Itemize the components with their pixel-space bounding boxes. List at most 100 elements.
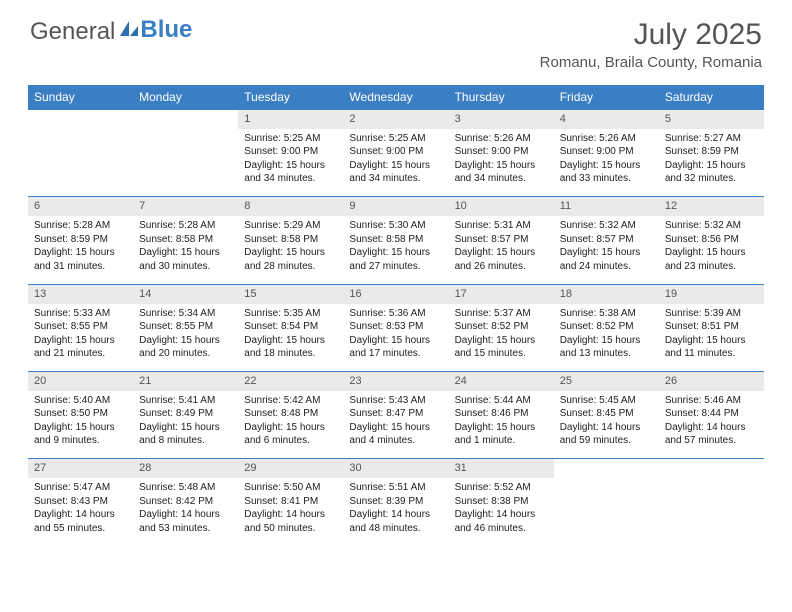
sunrise-text: Sunrise: 5:48 AM [139,481,232,495]
daylight-text: Daylight: 15 hours and 17 minutes. [349,334,442,361]
day-data-cell: Sunrise: 5:43 AMSunset: 8:47 PMDaylight:… [343,391,448,459]
day-number-cell [28,110,133,129]
weekday-header: Monday [133,85,238,110]
daylight-text: Daylight: 14 hours and 46 minutes. [455,508,548,535]
daylight-text: Daylight: 14 hours and 48 minutes. [349,508,442,535]
day-number-cell: 15 [238,284,343,303]
daylight-text: Daylight: 15 hours and 6 minutes. [244,421,337,448]
day-data-cell: Sunrise: 5:46 AMSunset: 8:44 PMDaylight:… [659,391,764,459]
day-number-cell: 14 [133,284,238,303]
sunrise-text: Sunrise: 5:35 AM [244,307,337,321]
sunset-text: Sunset: 8:45 PM [560,407,653,421]
sunrise-text: Sunrise: 5:31 AM [455,219,548,233]
daylight-text: Daylight: 15 hours and 18 minutes. [244,334,337,361]
daylight-text: Daylight: 15 hours and 26 minutes. [455,246,548,273]
daylight-text: Daylight: 15 hours and 21 minutes. [34,334,127,361]
day-number-cell: 30 [343,459,448,478]
logo-text-blue: Blue [140,16,192,44]
sunset-text: Sunset: 8:58 PM [349,233,442,247]
sunset-text: Sunset: 8:42 PM [139,495,232,509]
sunrise-text: Sunrise: 5:30 AM [349,219,442,233]
day-data-cell: Sunrise: 5:31 AMSunset: 8:57 PMDaylight:… [449,216,554,284]
sunrise-text: Sunrise: 5:32 AM [560,219,653,233]
daylight-text: Daylight: 15 hours and 11 minutes. [665,334,758,361]
day-number-cell: 22 [238,372,343,391]
day-data-cell [659,478,764,546]
sunset-text: Sunset: 8:54 PM [244,320,337,334]
day-data-cell: Sunrise: 5:30 AMSunset: 8:58 PMDaylight:… [343,216,448,284]
daylight-text: Daylight: 15 hours and 24 minutes. [560,246,653,273]
sunset-text: Sunset: 8:55 PM [139,320,232,334]
sunrise-text: Sunrise: 5:36 AM [349,307,442,321]
day-number-row: 13141516171819 [28,284,764,303]
day-data-cell: Sunrise: 5:32 AMSunset: 8:57 PMDaylight:… [554,216,659,284]
sunset-text: Sunset: 9:00 PM [244,145,337,159]
sunrise-text: Sunrise: 5:26 AM [560,132,653,146]
sunrise-text: Sunrise: 5:28 AM [139,219,232,233]
day-data-cell: Sunrise: 5:40 AMSunset: 8:50 PMDaylight:… [28,391,133,459]
day-data-cell: Sunrise: 5:29 AMSunset: 8:58 PMDaylight:… [238,216,343,284]
day-number-cell: 29 [238,459,343,478]
sunset-text: Sunset: 9:00 PM [455,145,548,159]
month-title: July 2025 [540,18,762,52]
location: Romanu, Braila County, Romania [540,54,762,71]
day-number-cell: 7 [133,197,238,216]
daylight-text: Daylight: 15 hours and 15 minutes. [455,334,548,361]
day-data-cell: Sunrise: 5:52 AMSunset: 8:38 PMDaylight:… [449,478,554,546]
header: General Blue July 2025 Romanu, Braila Co… [0,0,792,79]
sunset-text: Sunset: 8:52 PM [560,320,653,334]
sunset-text: Sunset: 8:43 PM [34,495,127,509]
day-data-cell: Sunrise: 5:28 AMSunset: 8:58 PMDaylight:… [133,216,238,284]
day-data-row: Sunrise: 5:47 AMSunset: 8:43 PMDaylight:… [28,478,764,546]
sunset-text: Sunset: 8:58 PM [244,233,337,247]
sunset-text: Sunset: 8:49 PM [139,407,232,421]
sunset-text: Sunset: 8:47 PM [349,407,442,421]
sunrise-text: Sunrise: 5:52 AM [455,481,548,495]
day-number-row: 20212223242526 [28,372,764,391]
weekday-header-row: Sunday Monday Tuesday Wednesday Thursday… [28,85,764,110]
daylight-text: Daylight: 14 hours and 57 minutes. [665,421,758,448]
sunrise-text: Sunrise: 5:37 AM [455,307,548,321]
weekday-header: Saturday [659,85,764,110]
sunset-text: Sunset: 8:59 PM [665,145,758,159]
daylight-text: Daylight: 14 hours and 50 minutes. [244,508,337,535]
sunset-text: Sunset: 8:53 PM [349,320,442,334]
day-data-cell: Sunrise: 5:41 AMSunset: 8:49 PMDaylight:… [133,391,238,459]
day-number-cell: 18 [554,284,659,303]
sunset-text: Sunset: 8:48 PM [244,407,337,421]
daylight-text: Daylight: 14 hours and 53 minutes. [139,508,232,535]
sunrise-text: Sunrise: 5:27 AM [665,132,758,146]
daylight-text: Daylight: 15 hours and 34 minutes. [455,159,548,186]
day-number-cell: 12 [659,197,764,216]
day-number-cell: 4 [554,110,659,129]
day-number-cell: 11 [554,197,659,216]
day-number-cell: 25 [554,372,659,391]
logo: General Blue [30,18,192,46]
day-number-cell: 8 [238,197,343,216]
sunset-text: Sunset: 8:55 PM [34,320,127,334]
sunrise-text: Sunrise: 5:26 AM [455,132,548,146]
day-data-cell: Sunrise: 5:25 AMSunset: 9:00 PMDaylight:… [343,129,448,197]
day-number-cell: 26 [659,372,764,391]
day-number-row: 6789101112 [28,197,764,216]
daylight-text: Daylight: 15 hours and 31 minutes. [34,246,127,273]
day-data-cell: Sunrise: 5:37 AMSunset: 8:52 PMDaylight:… [449,304,554,372]
sunrise-text: Sunrise: 5:40 AM [34,394,127,408]
day-data-cell: Sunrise: 5:36 AMSunset: 8:53 PMDaylight:… [343,304,448,372]
sunset-text: Sunset: 8:51 PM [665,320,758,334]
day-data-cell: Sunrise: 5:51 AMSunset: 8:39 PMDaylight:… [343,478,448,546]
weekday-header: Tuesday [238,85,343,110]
day-number-cell: 9 [343,197,448,216]
sunset-text: Sunset: 8:59 PM [34,233,127,247]
day-number-cell [554,459,659,478]
daylight-text: Daylight: 15 hours and 34 minutes. [349,159,442,186]
sunrise-text: Sunrise: 5:42 AM [244,394,337,408]
sunrise-text: Sunrise: 5:28 AM [34,219,127,233]
sunrise-text: Sunrise: 5:41 AM [139,394,232,408]
sunrise-text: Sunrise: 5:39 AM [665,307,758,321]
day-data-cell [28,129,133,197]
day-data-cell: Sunrise: 5:25 AMSunset: 9:00 PMDaylight:… [238,129,343,197]
sunset-text: Sunset: 8:57 PM [560,233,653,247]
day-number-cell: 2 [343,110,448,129]
logo-text-general: General [30,18,115,46]
